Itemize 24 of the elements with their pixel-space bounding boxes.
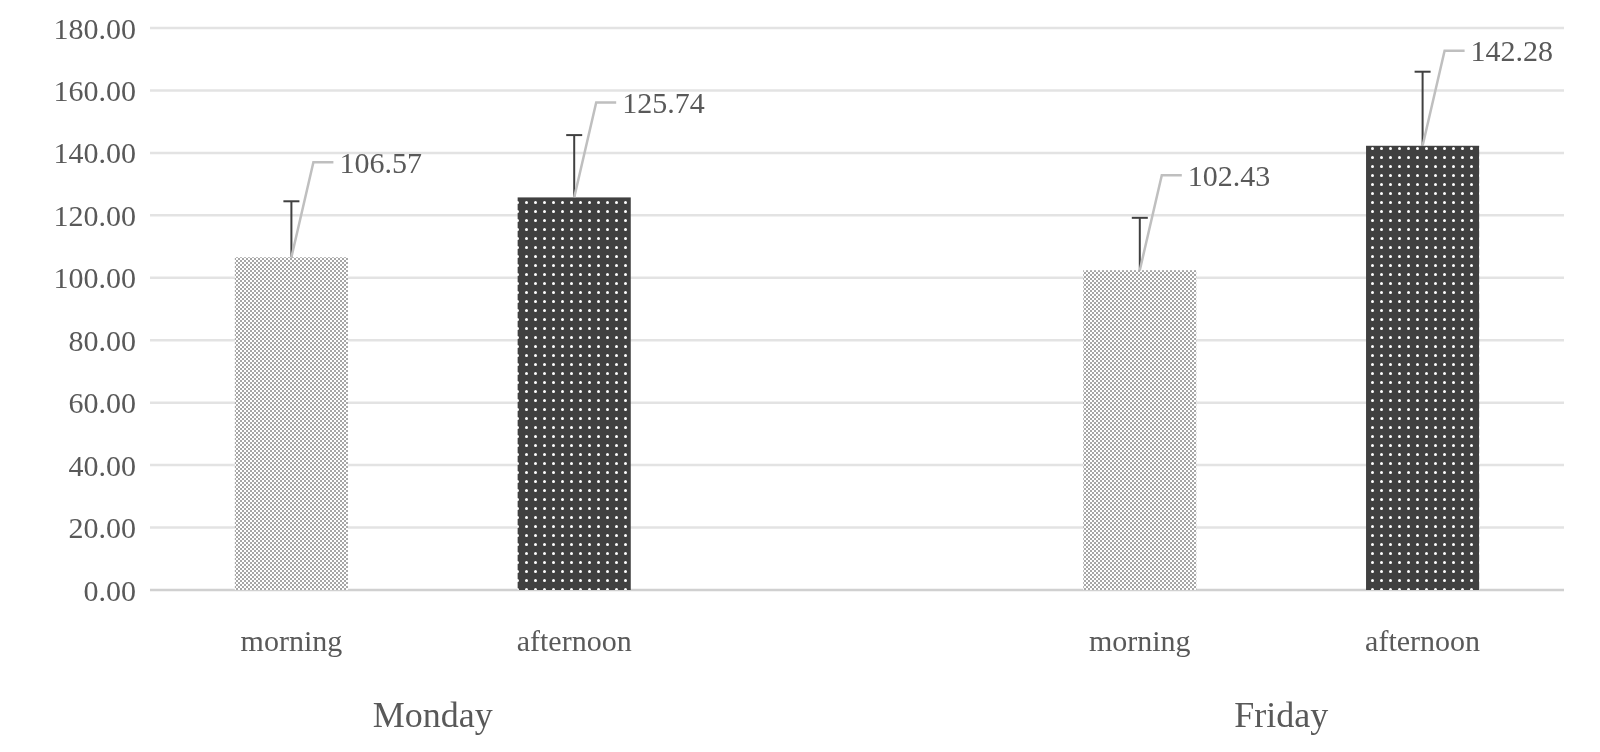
- data-label: 102.43: [1187, 158, 1271, 192]
- bar: [1083, 270, 1197, 590]
- data-label: 106.57: [339, 145, 422, 179]
- y-tick-label: 140.00: [53, 136, 136, 170]
- bar: [517, 197, 631, 590]
- x-tick-label: afternoon: [516, 623, 632, 657]
- text: Friday: [1234, 694, 1329, 735]
- y-tick-label: 40.00: [68, 448, 136, 482]
- bar: [1366, 145, 1480, 590]
- x-tick-label: afternoon: [1365, 623, 1481, 657]
- data-label: 142.28: [1470, 34, 1554, 68]
- bar: [234, 257, 348, 590]
- data-label: 125.74: [622, 85, 705, 119]
- x-tick-label: morning: [1088, 623, 1191, 657]
- x-tick-label: morning: [240, 623, 343, 657]
- y-tick-label: 100.00: [53, 261, 136, 295]
- y-tick-label: 20.00: [68, 511, 136, 545]
- y-tick-label: 160.00: [53, 73, 136, 107]
- y-tick-label: 80.00: [68, 323, 136, 357]
- y-tick-label: 60.00: [68, 386, 136, 420]
- text: Monday: [372, 694, 493, 735]
- y-tick-label: 120.00: [53, 198, 136, 232]
- y-tick-label: 0.00: [83, 573, 136, 607]
- y-tick-label: 180.00: [53, 11, 136, 45]
